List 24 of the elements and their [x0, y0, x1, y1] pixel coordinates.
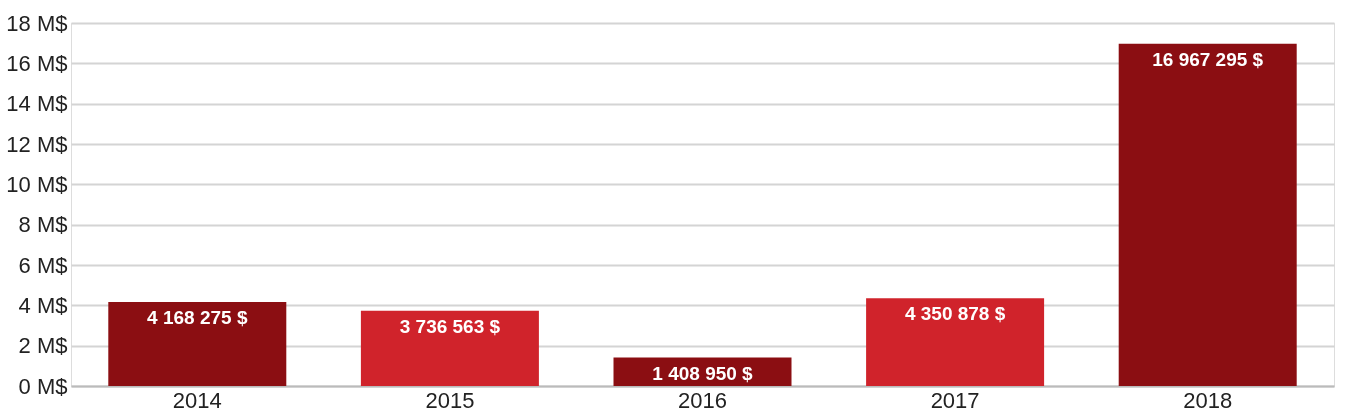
- x-tick-label: 2017: [930, 387, 980, 413]
- data-label: 3 736 563 $: [399, 315, 501, 337]
- y-tick-label: 16 M$: [6, 50, 68, 76]
- bar: [360, 310, 539, 386]
- x-tick-label: 2015: [425, 387, 475, 413]
- y-tick-label: 4 M$: [18, 292, 68, 318]
- bar: [108, 301, 287, 386]
- y-tick-label: 6 M$: [18, 252, 68, 278]
- x-tick-label: 2016: [678, 387, 727, 413]
- y-tick-label: 10 M$: [6, 171, 68, 197]
- data-label: 16 967 295 $: [1152, 48, 1264, 70]
- data-label: 4 168 275 $: [147, 306, 248, 328]
- y-tick-label: 8 M$: [18, 212, 68, 238]
- y-tick-label: 14 M$: [6, 91, 68, 117]
- y-tick-label: 12 M$: [6, 131, 68, 157]
- x-tick-label: 2014: [172, 387, 222, 413]
- x-tick-label: 2018: [1183, 387, 1233, 413]
- bar: [866, 298, 1045, 386]
- data-label: 4 350 878 $: [904, 303, 1006, 325]
- y-tick-label: 2 M$: [18, 333, 68, 359]
- y-tick-label: 0 M$: [18, 373, 68, 399]
- data-label: 1 408 950 $: [652, 362, 754, 384]
- y-tick-label: 18 M$: [6, 10, 68, 36]
- bar: [1118, 43, 1297, 386]
